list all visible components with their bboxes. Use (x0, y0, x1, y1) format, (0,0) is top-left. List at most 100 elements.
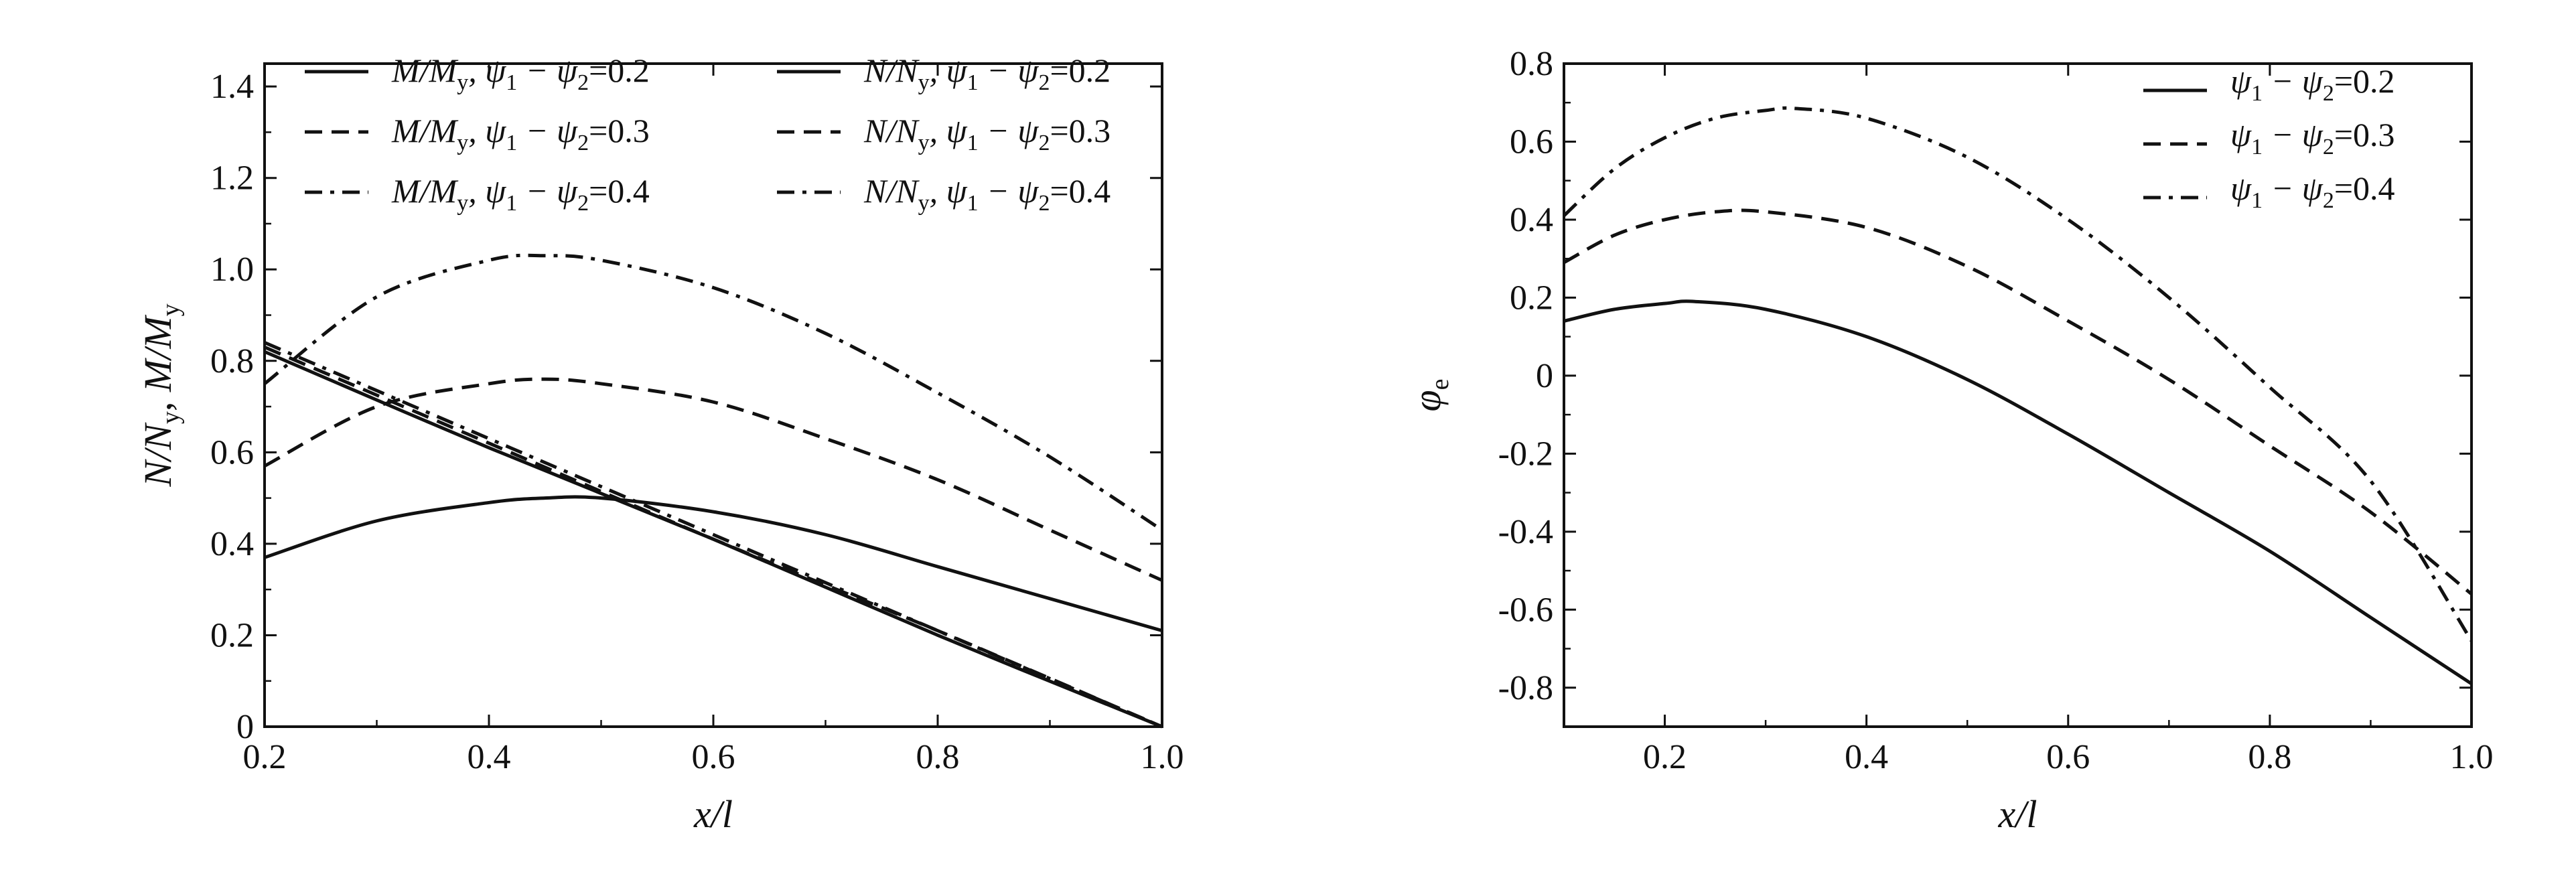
legend-label-part: 1 (2251, 81, 2263, 106)
legend-label-part: 2 (577, 131, 589, 155)
legend-label-part: ψ (2230, 169, 2252, 207)
series-line-5 (264, 346, 1163, 729)
legend-label-part: − ψ (979, 52, 1040, 89)
legend-label: N/Ny, ψ1 − ψ2=0.4 (863, 172, 1111, 216)
x-tick-label: 0.4 (468, 738, 511, 776)
y-axis-label-part: M/M (136, 315, 180, 392)
legend-label-part: − ψ (2263, 62, 2323, 100)
y-tick-label: 0.4 (210, 525, 254, 563)
y-tick-label: -0.6 (1498, 591, 1553, 629)
legend-label-part: y (457, 131, 468, 155)
legend-label: ψ1 − ψ2=0.4 (2230, 169, 2395, 213)
legend-label-part: , ψ (468, 112, 506, 149)
legend-label-part: y (918, 131, 930, 155)
x-tick-label: 0.6 (2046, 738, 2090, 776)
y-axis-label-part: φ (1405, 390, 1449, 411)
x-tick-label: 1.0 (1141, 738, 1184, 776)
y-tick-label: 0 (236, 708, 254, 746)
legend-label-part: 1 (2251, 135, 2263, 159)
legend-label-part: 2 (1038, 191, 1050, 216)
y-axis-label-part: N/N (136, 422, 180, 488)
chart-right: 0.2 0.4 0.6 0.8 1.0 -0.8 -0.6 -0.4 -0.2 0 0.2 0.4 0.… (1405, 45, 2494, 836)
y-tick-label: 1.4 (210, 68, 254, 106)
legend-label-part: − ψ (979, 112, 1040, 149)
series-line-2 (263, 377, 1163, 582)
legend-label-part: 1 (506, 70, 517, 95)
x-axis-label: x/l (1998, 792, 2037, 836)
legend-label-part: − ψ (979, 172, 1040, 210)
legend-label-part: y (918, 70, 930, 95)
series-line-1 (264, 495, 1163, 633)
legend-label-part: N/N (863, 52, 920, 89)
legend-label-part: 1 (967, 191, 979, 216)
plot-frame (1563, 62, 2473, 728)
y-tick-label: 1.0 (210, 250, 254, 289)
legend-label-part: M/M (391, 52, 459, 89)
x-tick-label: 1.0 (2450, 738, 2494, 776)
legend-label-part: 1 (506, 131, 517, 155)
x-tick-label: 0.6 (692, 738, 735, 776)
legend-label-part: =0.2 (1050, 52, 1111, 89)
legend-label-part: 1 (967, 131, 979, 155)
legend-label-part: y (457, 191, 468, 216)
legend-label: N/Ny, ψ1 − ψ2=0.3 (863, 112, 1111, 155)
legend-label-part: =0.4 (589, 172, 650, 210)
legend-label: N/Ny, ψ1 − ψ2=0.2 (863, 52, 1111, 95)
series-line-1 (1563, 299, 2473, 686)
x-axis-label: x/l (693, 792, 733, 836)
y-axis-label: φe (1405, 379, 1454, 412)
y-tick-label: 0.8 (210, 342, 254, 380)
legend-label-part: , ψ (930, 52, 968, 89)
legend-label-part: 1 (2251, 188, 2263, 213)
legend-label-part: y (918, 191, 930, 216)
legend-label-part: M/M (391, 112, 459, 149)
legend-label: ψ1 − ψ2=0.3 (2230, 116, 2395, 159)
legend-label-part: 1 (967, 70, 979, 95)
legend-label-part: =0.3 (2334, 116, 2395, 153)
y-axis-label: N/Ny, M/My (136, 303, 185, 487)
y-tick-label: -0.8 (1498, 669, 1553, 707)
legend-label-part: 2 (2323, 135, 2334, 159)
legend-label-part: − ψ (2263, 169, 2323, 207)
legend-label-part: 2 (577, 191, 589, 216)
series-line-3 (263, 253, 1163, 532)
y-tick-label: 0.2 (1510, 279, 1553, 317)
y-tick-label: -0.2 (1498, 435, 1553, 473)
legend-label-part: , ψ (468, 52, 506, 89)
legend-label-part: − ψ (517, 172, 578, 210)
series-line-6 (264, 341, 1163, 729)
legend-label-part: y (457, 70, 468, 95)
legend-label-part: − ψ (517, 52, 578, 89)
y-tick-label: 0.6 (1510, 123, 1553, 161)
chart-left: 0.2 0.4 0.6 0.8 1.000.20.40.60.81.01.21.4 M/M… (136, 52, 1184, 836)
legend-label-part: ψ (2230, 62, 2252, 100)
legend-label-part: =0.3 (1050, 112, 1111, 149)
legend-label-part: , ψ (930, 172, 968, 210)
legend-label-part: 2 (1038, 131, 1050, 155)
legend-label: M/My, ψ1 − ψ2=0.4 (391, 172, 650, 216)
legend-label-part: − ψ (2263, 116, 2323, 153)
y-tick-label: 0.8 (1510, 45, 1553, 83)
legend-label-part: 2 (577, 70, 589, 95)
legend-label-part: ψ (2230, 116, 2252, 153)
y-tick-label: 0.6 (210, 433, 254, 472)
x-tick-label: 0.8 (916, 738, 960, 776)
legend-label-part: =0.4 (2334, 169, 2395, 207)
y-tick-label: 0 (1536, 357, 1553, 395)
legend-label-part: N/N (863, 172, 920, 210)
legend-label-part: 1 (506, 191, 517, 216)
y-tick-label: -0.4 (1498, 513, 1553, 551)
y-tick-label: 1.2 (210, 159, 254, 198)
legend-label-part: 2 (1038, 70, 1050, 95)
legend-label: M/My, ψ1 − ψ2=0.3 (391, 112, 650, 155)
legend-label-part: , ψ (468, 172, 506, 210)
y-axis-label-part: e (1426, 379, 1454, 390)
y-tick-label: 0.2 (210, 616, 254, 654)
y-axis-label-part: , (136, 392, 180, 411)
legend-label-part: N/N (863, 112, 920, 149)
legend-label-part: 2 (2323, 188, 2334, 213)
plot-frame (263, 62, 1163, 728)
x-tick-label: 0.2 (1643, 738, 1687, 776)
legend-label-part: =0.2 (589, 52, 650, 89)
y-axis-label-part: y (157, 303, 185, 316)
